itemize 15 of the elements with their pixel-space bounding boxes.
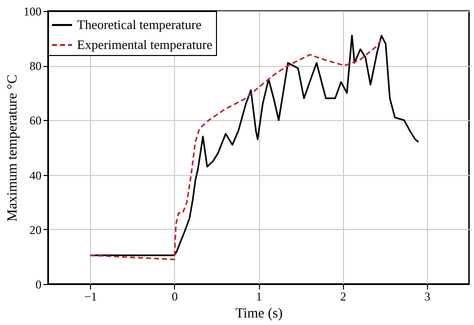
x-tick-label: 3 (424, 290, 430, 304)
y-tick-label: 60 (30, 114, 42, 128)
legend-label: Experimental temperature (77, 37, 213, 52)
legend-label: Theoretical temperature (77, 17, 202, 32)
y-tick-label: 20 (30, 222, 42, 237)
y-tick-label: 80 (30, 59, 42, 74)
x-axis-title: Time (s) (235, 306, 283, 322)
y-axis-title: Maximum temperature °C (6, 74, 20, 222)
y-tick-label: 0 (36, 278, 42, 292)
x-tick-label: 2 (340, 290, 346, 304)
y-tick-label: 40 (30, 168, 42, 182)
y-tick-label: 100 (24, 4, 42, 18)
x-tick-label: 0 (172, 290, 178, 304)
x-tick-label: 1 (256, 290, 262, 304)
x-tick-label: −1 (84, 290, 97, 304)
